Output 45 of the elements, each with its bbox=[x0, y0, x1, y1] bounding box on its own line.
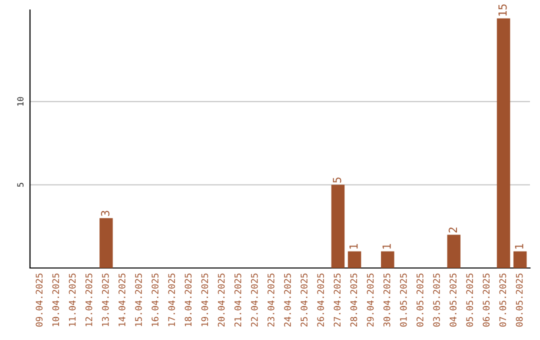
x-tick-label: 11.04.2025 bbox=[68, 274, 76, 326]
bar bbox=[496, 18, 510, 268]
bar bbox=[513, 251, 527, 268]
x-tick-label: 09.04.2025 bbox=[36, 274, 43, 327]
x-tick-label: 25.04.2025 bbox=[300, 274, 308, 327]
data-label: 5 bbox=[332, 178, 342, 183]
x-tick-label: 15.04.2025 bbox=[135, 274, 142, 326]
x-tick-label: 28.04.2025 bbox=[350, 274, 358, 327]
x-tick-label: 12.04.2025 bbox=[85, 274, 92, 326]
x-tick-label: 14.04.2025 bbox=[118, 274, 126, 326]
data-label: 1 bbox=[350, 244, 358, 249]
x-tick-label: 22.04.2025 bbox=[250, 274, 258, 327]
bar bbox=[100, 218, 113, 268]
x-tick-label: 29.04.2025 bbox=[366, 274, 374, 327]
x-tick-label: 17.04.2025 bbox=[168, 274, 176, 326]
x-tick-label: 16.04.2025 bbox=[152, 274, 158, 326]
data-label: 1 bbox=[515, 244, 524, 249]
x-tick-label: 10.04.2025 bbox=[52, 274, 60, 326]
x-tick-label: 26.04.2025 bbox=[317, 274, 324, 327]
data-label: 3 bbox=[101, 210, 110, 216]
x-tick-label: 13.04.2025 bbox=[102, 274, 109, 326]
x-tick-label: 07.05.2025 bbox=[499, 274, 506, 327]
x-tick-label: 02.05.2025 bbox=[416, 274, 424, 327]
x-tick-label: 30.04.2025 bbox=[383, 274, 390, 327]
x-tick-label: 04.05.2025 bbox=[450, 274, 456, 327]
x-tick-label: 08.05.2025 bbox=[516, 274, 523, 327]
x-tick-label: 01.05.2025 bbox=[400, 274, 407, 327]
x-tick-label: 20.04.2025 bbox=[218, 274, 225, 327]
bar bbox=[447, 234, 460, 268]
data-label: 2 bbox=[448, 228, 457, 232]
x-tick-label: 23.04.2025 bbox=[268, 274, 274, 327]
bar bbox=[380, 251, 394, 268]
x-tick-label: 03.05.2025 bbox=[433, 274, 440, 327]
x-tick-label: 24.04.2025 bbox=[284, 274, 291, 327]
bar bbox=[348, 251, 362, 268]
x-tick-label: 27.04.2025 bbox=[334, 274, 341, 327]
x-tick-label: 21.04.2025 bbox=[234, 274, 242, 327]
data-label: 1 bbox=[382, 244, 391, 249]
y-tick-label: 10 bbox=[17, 97, 24, 106]
data-label: 15 bbox=[498, 4, 507, 16]
bar bbox=[331, 184, 345, 268]
x-tick-label: 05.05.2025 bbox=[466, 274, 474, 327]
x-tick-label: 06.05.2025 bbox=[482, 274, 490, 327]
x-tick-label: 19.04.2025 bbox=[201, 274, 208, 326]
x-tick-label: 18.04.2025 bbox=[184, 274, 192, 326]
